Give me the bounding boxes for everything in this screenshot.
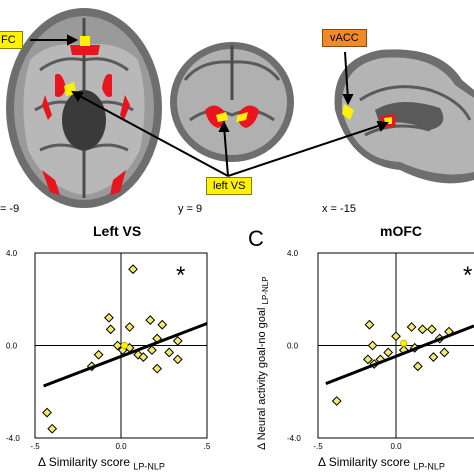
x-tick-label: .5 (204, 442, 211, 451)
sagittal-brain-slice (334, 49, 474, 184)
left-vs-peak-coronal (216, 112, 228, 122)
data-point (426, 324, 437, 335)
axial-coordinate: = -9 (0, 203, 20, 215)
data-point (439, 347, 450, 358)
data-point (128, 264, 138, 275)
mofc-peak (80, 36, 90, 46)
data-point (172, 354, 183, 365)
y-tick-label: 4.0 (287, 249, 299, 258)
data-point (428, 352, 439, 362)
significance-star-right: * (463, 262, 473, 289)
axial-brain-slice (6, 8, 162, 208)
y-tick-label: -4.0 (6, 434, 20, 443)
mofc-callout-label: FC (0, 31, 23, 49)
x-tick-label: 0.0 (115, 442, 127, 451)
x-axis-label-right: Δ Similarity score LP-NLP (318, 455, 445, 472)
data-point (93, 349, 104, 360)
chart-left-vs-title: Left VS (93, 223, 142, 239)
data-point (105, 324, 116, 335)
data-point (363, 354, 373, 365)
arrow-head (218, 120, 230, 132)
data-point (42, 407, 52, 418)
left-vs-callout-label: left VS (206, 177, 253, 195)
data-point (400, 339, 408, 347)
y-tick-label: 4.0 (6, 249, 18, 258)
significance-star-left: * (176, 262, 186, 289)
y-tick-label: 0.0 (6, 342, 18, 351)
data-point (124, 322, 135, 332)
data-point (391, 331, 401, 342)
data-point (164, 347, 175, 358)
x-tick-label: -.5 (30, 442, 40, 451)
mofc-activation (70, 45, 100, 55)
data-point (147, 345, 157, 356)
data-point (47, 423, 58, 434)
data-point (364, 319, 375, 330)
arrow-head (342, 94, 354, 106)
data-point (172, 335, 183, 346)
data-point (417, 324, 428, 335)
chart-mofc-title: mOFC (380, 223, 422, 239)
y-tick-label: 0.0 (287, 342, 299, 351)
data-point (152, 363, 163, 374)
regression-line (325, 324, 474, 386)
x-tick-label: -.5 (313, 442, 323, 451)
data-point (331, 396, 342, 406)
arrow-head (67, 34, 79, 46)
data-point (145, 315, 156, 325)
data-point (412, 361, 423, 372)
vacc-peak (342, 104, 354, 120)
regression-line (43, 322, 208, 388)
arrow-head (71, 90, 84, 102)
data-point (157, 319, 168, 330)
data-point (383, 347, 394, 358)
y-tick-label: -4.0 (287, 434, 301, 443)
data-point (104, 312, 114, 323)
panel-letter-c: C (248, 226, 264, 251)
data-point (120, 341, 129, 350)
x-axis-label-left: Δ Similarity score LP-NLP (38, 455, 165, 472)
vacc-callout-label: vACC (322, 29, 367, 47)
brain-slices-figure (6, 8, 474, 208)
callout-arrows (30, 34, 389, 177)
data-point (406, 322, 417, 332)
sagittal-coordinate: x = -15 (322, 203, 356, 215)
arrow-head (376, 120, 389, 132)
data-point (138, 352, 149, 362)
coronal-brain-slice (170, 42, 294, 162)
data-point (112, 340, 123, 351)
data-point (367, 340, 378, 351)
coronal-coordinate: y = 9 (178, 203, 203, 215)
x-tick-label: 0.0 (390, 442, 402, 451)
